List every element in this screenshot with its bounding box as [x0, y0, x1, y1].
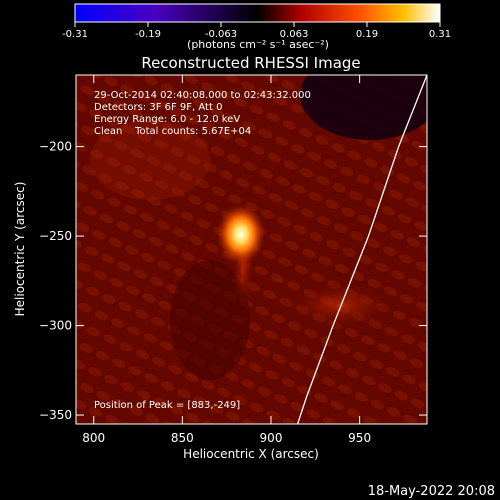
y-axis-ticks: −200 −250 −300 −350	[39, 140, 427, 422]
colorbar-ticks: -0.31 -0.19 -0.063 0.063 0.19 0.31	[62, 22, 451, 40]
colorbar-gradient	[74, 3, 441, 23]
colorbar-tick-label: -0.19	[135, 29, 161, 40]
image-annotations: 29-Oct-2014 02:40:08.000 to 02:43:32.000…	[94, 90, 311, 411]
chart-title: Reconstructed RHESSI Image	[141, 54, 360, 72]
x-tick-label: 950	[348, 431, 371, 445]
colorbar-tick-label: -0.31	[62, 29, 88, 40]
peak-position-label: Position of Peak = [883,-249]	[94, 400, 240, 411]
y-axis-label: Heliocentric Y (arcsec)	[13, 182, 27, 317]
energy-range-label: Energy Range: 6.0 - 12.0 keV	[94, 114, 240, 125]
colorbar-tick-label: -0.063	[205, 29, 237, 40]
clean-counts-label: Clean Total counts: 5.67E+04	[94, 126, 251, 137]
colorbar: -0.31 -0.19 -0.063 0.063 0.19 0.31 (photons c…	[62, 3, 451, 51]
colorbar-unit: (photons cm⁻² s⁻¹ asec⁻²)	[187, 38, 329, 51]
time-range-label: 29-Oct-2014 02:40:08.000 to 02:43:32.000	[94, 90, 311, 101]
footer-date: 18-May-2022 20:08	[368, 484, 495, 499]
peak-source	[216, 204, 265, 265]
y-tick-label: −200	[39, 140, 72, 154]
heatmap-image	[76, 75, 427, 424]
y-tick-label: −350	[39, 408, 72, 422]
x-tick-label: 800	[82, 431, 105, 445]
solar-limb-line	[296, 75, 427, 424]
y-tick-label: −250	[39, 229, 72, 243]
x-tick-label: 850	[171, 431, 194, 445]
y-tick-label: −300	[39, 319, 72, 333]
colorbar-tick-label: 0.19	[356, 29, 378, 40]
x-tick-label: 900	[260, 431, 283, 445]
colorbar-tick-label: 0.31	[429, 29, 451, 40]
secondary-emission	[280, 280, 400, 330]
dark-region	[300, 75, 427, 140]
colorbar-tick-label: 0.063	[280, 29, 309, 40]
x-axis-ticks: 800 850 900 950	[82, 75, 371, 445]
detectors-label: Detectors: 3F 6F 9F, Att 0	[94, 102, 222, 113]
x-axis-label: Heliocentric X (arcsec)	[183, 447, 319, 461]
plot-frame	[75, 74, 428, 425]
